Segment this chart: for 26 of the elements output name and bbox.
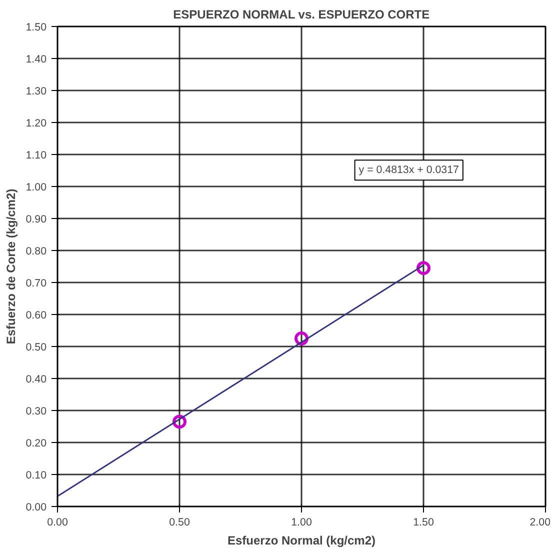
y-tick-label: 0.60 [26, 310, 47, 322]
x-axis-title: Esfuerzo Normal (kg/cm2) [227, 534, 376, 548]
y-tick-label: 0.00 [26, 502, 47, 514]
y-axis-title: Esfuerzo de Corte (kg/cm2) [4, 188, 18, 344]
y-tick-label: 0.30 [26, 406, 47, 418]
chart-title: ESPUERZO NORMAL vs. ESPUERZO CORTE [173, 8, 430, 22]
y-tick-label: 1.00 [26, 182, 47, 194]
x-tick-label: 0.50 [169, 516, 190, 528]
y-tick-label: 1.40 [26, 54, 47, 66]
y-tick-label: 0.20 [26, 438, 47, 450]
y-tick-label: 0.50 [26, 342, 47, 354]
annotation: y = 0.4813x + 0.0317 [358, 164, 459, 176]
y-tick-label: 1.50 [26, 22, 47, 34]
y-tick-label: 0.80 [26, 246, 47, 258]
x-tick-label: 0.00 [47, 516, 68, 528]
y-tick-label: 1.30 [26, 86, 47, 98]
y-tick-label: 0.40 [26, 374, 47, 386]
y-tick-label: 1.10 [26, 150, 47, 162]
x-tick-label: 2.00 [530, 516, 551, 528]
point [416, 261, 430, 276]
y-tick-label: 0.70 [26, 278, 47, 290]
y-tick-label: 1.20 [26, 118, 47, 130]
x-tick-label: 1.50 [413, 516, 434, 528]
y-tick-label: 0.10 [26, 470, 47, 482]
x-tick-label: 1.00 [291, 516, 312, 528]
y-tick-label: 0.90 [26, 214, 47, 226]
